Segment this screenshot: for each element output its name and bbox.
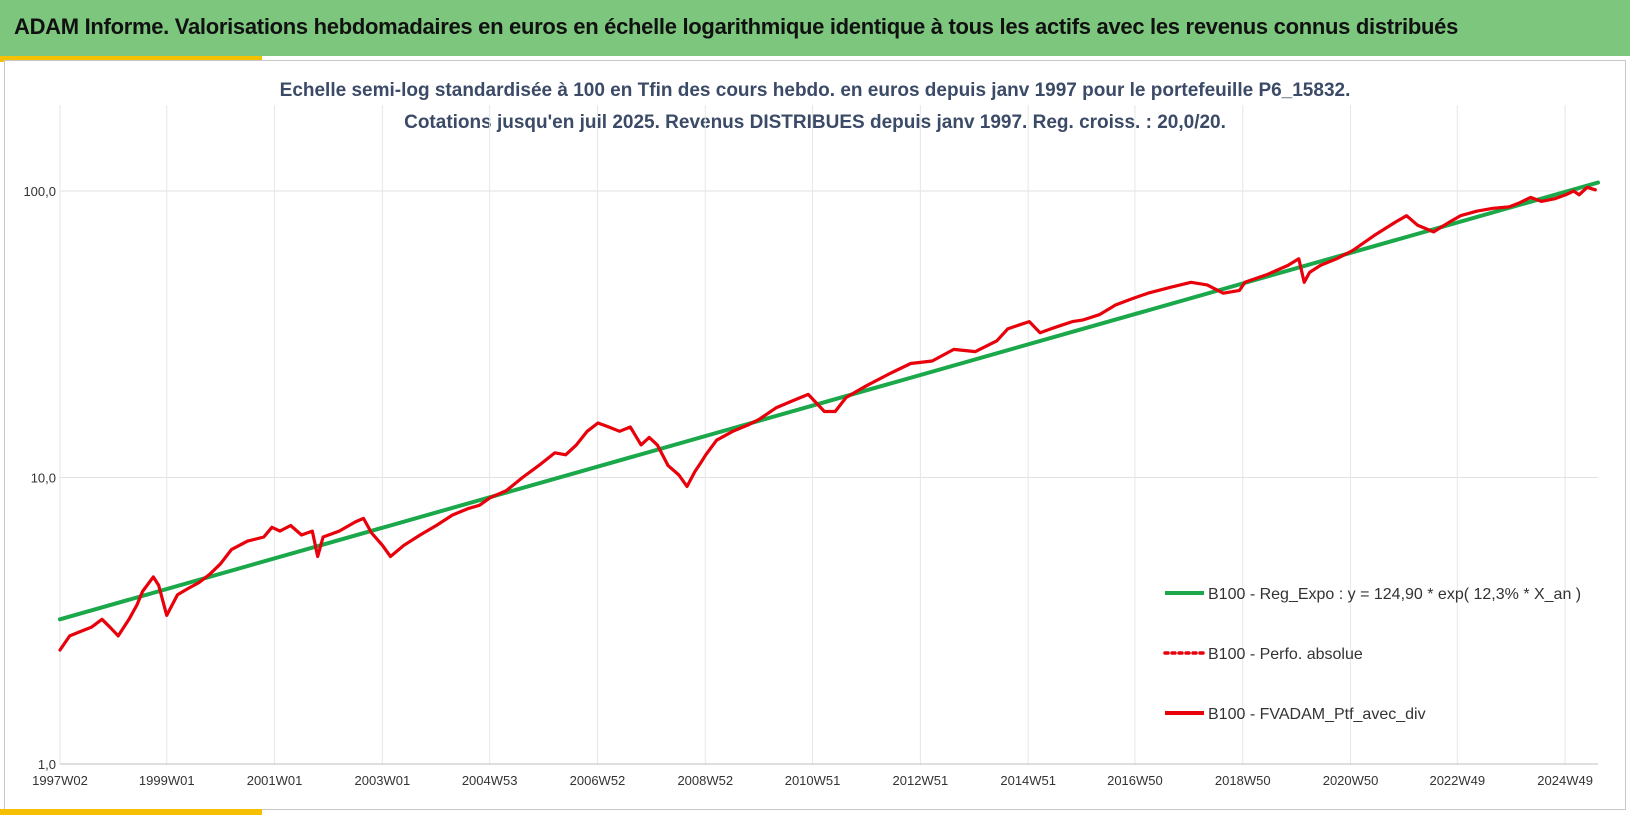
chart-title-line-1: Echelle semi-log standardisée à 100 en T… [279,80,1351,101]
legend: B100 - Reg_Expo : y = 124,90 * exp( 12,3… [1163,586,1581,723]
x-tick-label: 2016W50 [1107,773,1163,788]
y-tick-label: 10,0 [31,471,56,486]
x-tick-label: 2012W51 [893,773,949,788]
x-tick-label: 2003W01 [355,773,411,788]
portfolio-line [58,185,1597,652]
y-tick-label: 1,0 [38,757,56,772]
gridlines [59,105,1598,765]
accent-bar-bottom [0,809,262,815]
x-tick-label: 2006W52 [570,773,626,788]
x-tick-label: 1997W02 [32,773,88,788]
y-tick-label: 100,0 [23,184,56,199]
y-axis-tick-labels: 1,0 10,0 100,0 [23,184,56,772]
x-tick-label: 1999W01 [139,773,195,788]
x-tick-label: 2022W49 [1429,773,1485,788]
x-tick-label: 2014W51 [1000,773,1056,788]
legend-label: B100 - FVADAM_Ptf_avec_div [1208,706,1426,723]
page-title: ADAM Informe. Valorisations hebdomadaire… [14,14,1459,39]
x-tick-label: 2004W53 [462,773,518,788]
accent-bar-top [0,56,262,62]
x-tick-label: 2024W49 [1537,773,1593,788]
legend-label: B100 - Reg_Expo : y = 124,90 * exp( 12,3… [1208,586,1581,603]
x-tick-label: 2010W51 [785,773,841,788]
header-band: ADAM Informe. Valorisations hebdomadaire… [0,0,1630,56]
x-tick-label: 2001W01 [247,773,303,788]
legend-label: B100 - Perfo. absolue [1208,646,1363,663]
regression-line [58,180,1600,622]
series-lines [58,180,1600,652]
x-tick-label: 2008W52 [677,773,733,788]
x-tick-label: 2020W50 [1323,773,1379,788]
chart-title-line-2: Cotations jusqu'en juil 2025. Revenus DI… [404,112,1226,133]
x-tick-label: 2018W50 [1215,773,1271,788]
x-axis-tick-labels: 1997W02 1999W01 2001W01 2003W01 2004W53 2006W… [32,773,1593,788]
